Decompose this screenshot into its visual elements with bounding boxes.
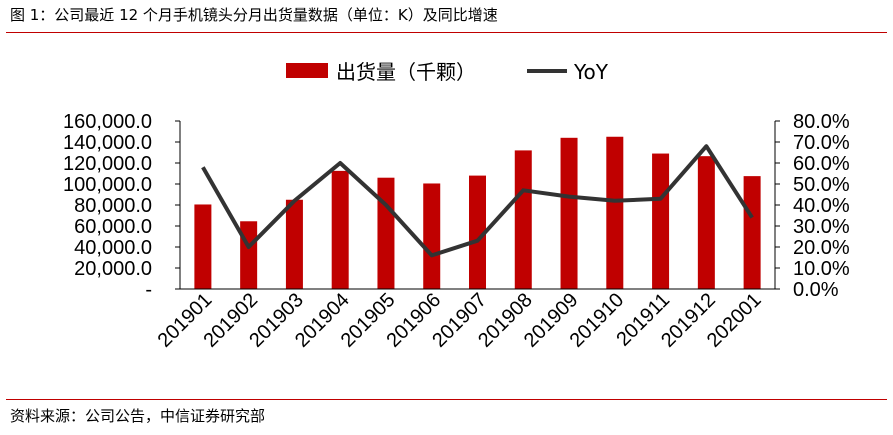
bar-201910 (606, 136, 624, 289)
bar-series (194, 136, 761, 289)
bar-201911 (652, 153, 670, 289)
bar-201907 (469, 175, 486, 289)
legend-bar-label: 出货量（千颗） (336, 60, 476, 84)
left-tick-label: 40,000.0 (74, 237, 152, 259)
left-axis-ticks: -20,000.040,000.060,000.080,000.0100,000… (63, 111, 180, 301)
left-tick-label: 20,000.0 (74, 258, 152, 280)
yoy-line (201, 144, 754, 258)
right-tick-label: 80.0% (793, 111, 850, 133)
right-tick-label: 20.0% (793, 237, 850, 259)
left-tick-label: 60,000.0 (74, 216, 152, 238)
right-tick-label: 0.0% (793, 279, 839, 301)
right-tick-label: 30.0% (793, 216, 850, 238)
legend-bar-swatch (286, 63, 328, 78)
right-axis-ticks: 0.0%10.0%20.0%30.0%40.0%50.0%60.0%70.0%8… (775, 111, 850, 301)
bar-201905 (377, 177, 395, 289)
bar-201901 (194, 204, 212, 289)
bar-201902 (240, 221, 258, 289)
left-tick-label: 140,000.0 (63, 132, 152, 154)
bar-201904 (331, 170, 349, 289)
chart-legend: 出货量（千颗） YoY (286, 60, 609, 84)
right-tick-label: 40.0% (793, 195, 850, 217)
bar-201912 (697, 156, 715, 289)
shipment-chart: 出货量（千颗） YoY -20,000.040,000.060,000.080,… (63, 60, 850, 352)
bar-202001 (743, 176, 761, 289)
right-tick-label: 10.0% (793, 258, 850, 280)
bar-201908 (514, 150, 532, 289)
bar-201903 (285, 199, 303, 289)
right-tick-label: 70.0% (793, 132, 850, 154)
bar-201906 (423, 183, 441, 289)
right-tick-label: 60.0% (793, 153, 850, 175)
bar-201909 (560, 137, 578, 289)
figure-title: 图 1：公司最近 12 个月手机镜头分月出货量数据（单位：K）及同比增速 (10, 6, 498, 24)
left-tick-label: 80,000.0 (74, 195, 152, 217)
left-tick-label: 100,000.0 (63, 174, 152, 196)
top-divider (6, 32, 887, 33)
yoy-series (201, 144, 754, 258)
left-tick-label: 120,000.0 (63, 153, 152, 175)
source-note: 资料来源：公司公告，中信证券研究部 (10, 407, 266, 425)
legend-line-label: YoY (573, 60, 609, 84)
left-tick-label: - (145, 279, 152, 301)
right-tick-label: 50.0% (793, 174, 850, 196)
x-axis-ticks: 2019012019022019032019042019052019062019… (154, 289, 766, 352)
left-tick-label: 160,000.0 (63, 111, 152, 133)
bottom-divider (6, 399, 887, 400)
